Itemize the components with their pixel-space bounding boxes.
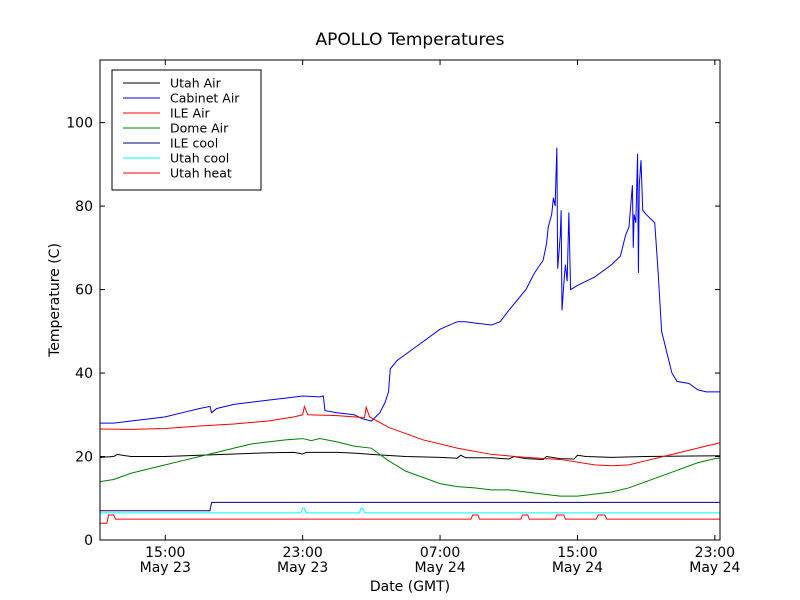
y-axis-label: Temperature (C) <box>47 243 63 358</box>
y-tick-label: 100 <box>66 116 93 132</box>
y-tick-label: 80 <box>75 199 93 215</box>
series-line-utah-heat <box>100 514 720 524</box>
x-tick-label-date: May 24 <box>689 560 740 576</box>
series-line-cabinet-air <box>100 147 720 424</box>
chart-title: APOLLO Temperatures <box>316 30 505 50</box>
series-line-dome-air <box>100 438 720 497</box>
x-tick-label-time: 15:00 <box>557 545 597 561</box>
series-line-utah-cool <box>100 507 720 514</box>
series-group <box>100 147 720 524</box>
legend-label: Utah cool <box>170 151 229 166</box>
legend-label: Utah heat <box>170 166 232 181</box>
y-tick-label: 40 <box>75 366 93 382</box>
x-tick-label-time: 23:00 <box>695 545 735 561</box>
y-tick-label: 20 <box>75 450 93 466</box>
x-tick-label-date: May 24 <box>552 560 603 576</box>
y-tick-label: 60 <box>75 283 93 299</box>
x-tick-label-time: 07:00 <box>420 545 460 561</box>
x-tick-label-time: 23:00 <box>282 545 322 561</box>
legend-label: Utah Air <box>170 76 222 91</box>
x-tick-label-date: May 24 <box>414 560 465 576</box>
legend-label: ILE cool <box>170 136 218 151</box>
x-tick-label-time: 15:00 <box>145 545 185 561</box>
series-line-utah-air <box>100 451 720 460</box>
series-line-ile-cool <box>100 501 720 512</box>
plot-frame <box>99 59 721 541</box>
y-tick-label: 0 <box>84 533 93 549</box>
plot-area <box>99 59 721 541</box>
x-axis-label: Date (GMT) <box>370 579 450 595</box>
legend-label: Dome Air <box>170 121 229 136</box>
x-tick-label-date: May 23 <box>277 560 328 576</box>
legend-label: ILE Air <box>170 106 211 121</box>
legend-frame <box>111 69 262 191</box>
x-tick-label-date: May 23 <box>140 560 191 576</box>
series-line-ile-air <box>100 404 720 467</box>
y-axis: 0 20 40 60 80 100 <box>66 116 720 549</box>
legend-label: Cabinet Air <box>170 91 240 106</box>
